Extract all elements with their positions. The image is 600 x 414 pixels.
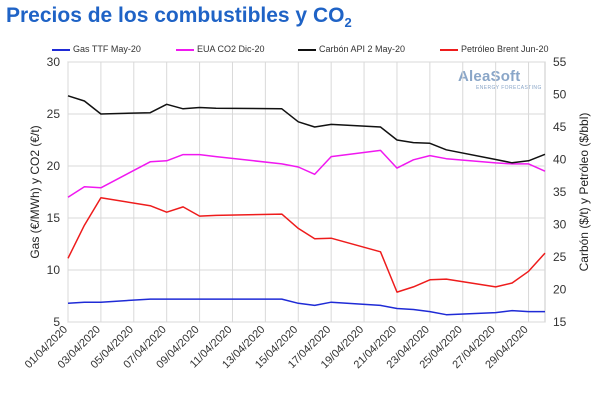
y-tick-label-right: 55 — [553, 55, 567, 69]
y-tick-label-right: 35 — [553, 185, 567, 199]
series-line-gas — [67, 298, 545, 316]
y-tick-label-left: 30 — [47, 55, 61, 69]
chart-title-main: Precios de los combustibles y CO — [6, 4, 345, 27]
y-tick-label-right: 25 — [553, 250, 567, 264]
legend-label-eua: EUA CO2 Dic-20 — [197, 44, 265, 54]
series-line-carbon — [67, 95, 546, 164]
legend-swatch-gas — [52, 48, 70, 51]
y-axis-label-left: Gas (€/MWh) y CO2 (€/t) — [28, 125, 42, 258]
y-tick-label-right: 50 — [553, 88, 567, 102]
y-axis-label-right: Carbón ($/t) y Petróleo ($/bbl) — [577, 113, 591, 272]
y-tick-label-right: 40 — [553, 153, 567, 167]
y-tick-label-left: 25 — [47, 107, 61, 121]
y-tick-label-left: 15 — [47, 211, 61, 225]
y-tick-label-left: 5 — [53, 315, 60, 329]
legend-item-carbon: Carbón API 2 May-20 — [298, 44, 405, 54]
chart-title-subscript: 2 — [344, 15, 352, 31]
legend-item-brent: Petróleo Brent Jun-20 — [440, 44, 549, 54]
y-tick-label-right: 20 — [553, 283, 567, 297]
logo-tagline: ENERGY FORECASTING — [476, 85, 542, 91]
aleasoft-logo: AleaSoft ENERGY FORECASTING — [458, 68, 542, 91]
legend-swatch-eua — [176, 48, 194, 51]
y-tick-label-right: 30 — [553, 218, 567, 232]
chart-title: Precios de los combustibles y CO2 — [6, 4, 352, 30]
legend-swatch-brent — [440, 48, 458, 51]
legend-label-carbon: Carbón API 2 May-20 — [319, 44, 406, 54]
logo-name: AleaSoft — [458, 68, 521, 85]
legend-item-eua: EUA CO2 Dic-20 — [176, 44, 265, 54]
y-tick-label-right: 15 — [553, 315, 567, 329]
legend-item-gas: Gas TTF May-20 — [52, 44, 141, 54]
y-tick-label-left: 20 — [47, 159, 61, 173]
y-tick-label-left: 10 — [47, 263, 61, 277]
series-line-brent — [67, 197, 546, 293]
legend-label-brent: Petróleo Brent Jun-20 — [461, 44, 549, 54]
legend-swatch-carbon — [298, 48, 316, 51]
y-tick-label-right: 45 — [553, 120, 567, 134]
legend-label-gas: Gas TTF May-20 — [73, 44, 141, 54]
series-line-eua — [67, 149, 546, 198]
